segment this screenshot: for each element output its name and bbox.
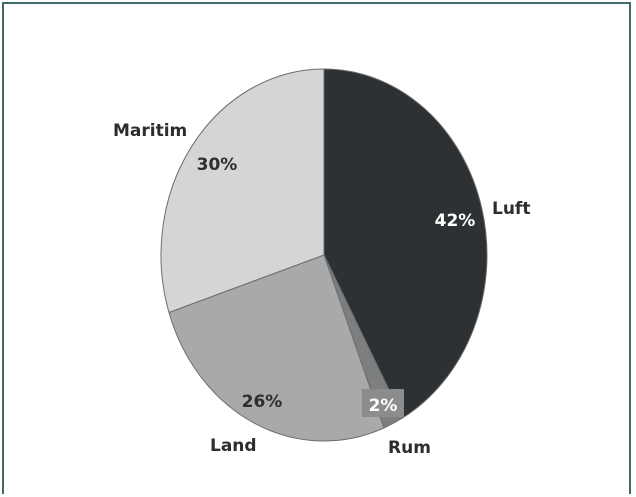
pie-slice-land [168,254,385,442]
slice-percent-label-land: 26% [242,392,283,412]
pie-slice-luft [323,68,488,419]
pie-slice-maritim [160,68,325,314]
slice-percent-label-rum: 2% [369,396,398,416]
slice-name-label-land: Land [210,436,257,456]
slice-name-label-maritim: Maritim [113,121,187,141]
slice-name-label-luft: Luft [492,199,530,219]
slice-name-label-rum: Rum [388,438,431,458]
pct-label-badge [362,389,404,417]
slice-percent-label-luft: 42% [435,211,476,231]
slice-percent-label-maritim: 30% [197,155,238,175]
